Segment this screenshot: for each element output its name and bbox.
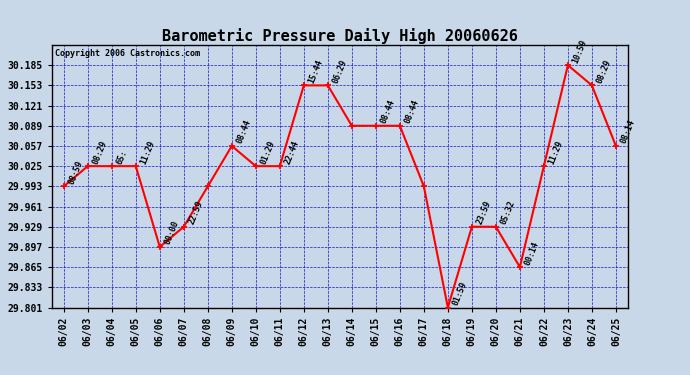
Text: 11:29: 11:29 [546,139,564,165]
Text: 08:29: 08:29 [90,139,108,165]
Text: 15:44: 15:44 [306,58,324,85]
Text: 00:14: 00:14 [522,240,540,266]
Text: 10:59: 10:59 [571,38,589,64]
Title: Barometric Pressure Daily High 20060626: Barometric Pressure Daily High 20060626 [162,28,518,44]
Text: 23:59: 23:59 [475,200,493,226]
Text: 08:44: 08:44 [379,99,396,125]
Text: 08:14: 08:14 [619,118,636,145]
Text: 08:59: 08:59 [66,159,84,186]
Text: 08:44: 08:44 [235,118,253,145]
Text: 06:29: 06:29 [331,58,348,85]
Text: 08:44: 08:44 [403,99,420,125]
Text: Copyright 2006 Castronics.com: Copyright 2006 Castronics.com [55,49,199,58]
Text: 08:29: 08:29 [595,58,613,85]
Text: 01:59: 01:59 [451,280,469,307]
Text: 01:29: 01:29 [259,139,276,165]
Text: 11:29: 11:29 [139,139,156,165]
Text: 05:32: 05:32 [499,200,516,226]
Text: 22:59: 22:59 [186,200,204,226]
Text: 00:00: 00:00 [163,220,180,246]
Text: 22:44: 22:44 [283,139,300,165]
Text: 65:: 65: [115,148,128,165]
